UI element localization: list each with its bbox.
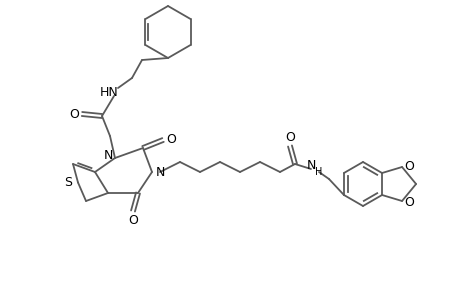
- Text: O: O: [128, 214, 138, 226]
- Text: O: O: [166, 133, 175, 146]
- Text: O: O: [69, 107, 79, 121]
- Text: S: S: [64, 176, 72, 189]
- Text: N: N: [103, 148, 112, 161]
- Text: O: O: [403, 160, 413, 172]
- Text: N: N: [306, 158, 315, 172]
- Text: O: O: [285, 130, 294, 143]
- Text: HN: HN: [100, 85, 118, 98]
- Text: N: N: [155, 166, 164, 178]
- Text: O: O: [403, 196, 413, 208]
- Text: H: H: [314, 167, 322, 177]
